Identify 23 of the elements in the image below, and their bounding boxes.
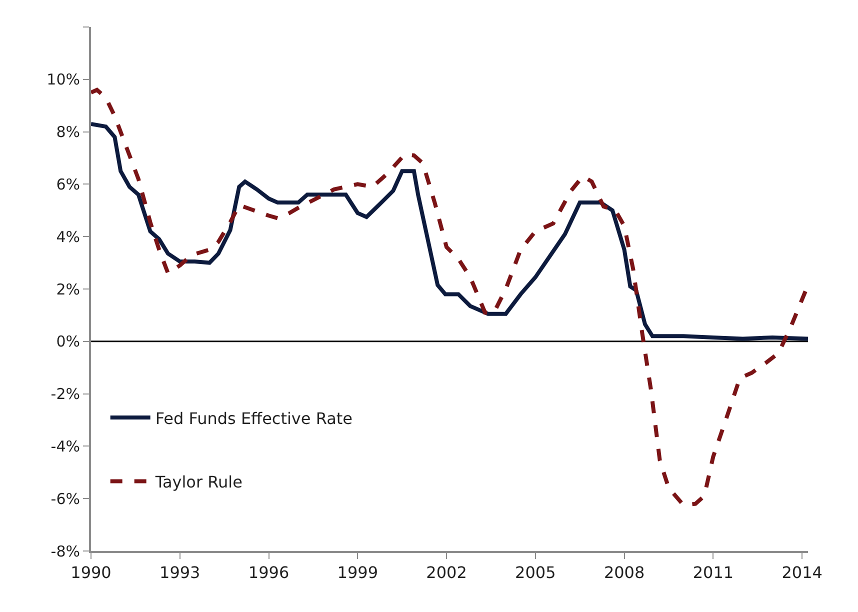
legend-label: Fed Funds Effective Rate: [155, 408, 353, 428]
y-tick-label: 8%: [56, 123, 80, 142]
y-tick-label: 10%: [46, 70, 80, 89]
y-tick-label: 4%: [56, 228, 80, 246]
x-tick-label: 2002: [426, 563, 467, 582]
y-tick-label: 6%: [56, 175, 80, 194]
x-tick-label: 1996: [248, 563, 290, 582]
y-tick-label: -8%: [50, 542, 80, 560]
legend-label: Taylor Rule: [154, 472, 242, 492]
y-tick-label: 0%: [56, 332, 80, 351]
y-tick-label: 2%: [56, 280, 80, 298]
line-series: [91, 122, 808, 341]
x-tick-label: 2005: [515, 563, 556, 582]
line-series: [91, 88, 808, 508]
x-tick-label: 2008: [604, 563, 645, 582]
x-tick-label: 2014: [782, 563, 822, 582]
y-tick-label: -4%: [50, 437, 80, 456]
x-tick-label: 2011: [692, 563, 734, 582]
x-tick-label: 1990: [70, 563, 112, 582]
y-tick-label: -6%: [50, 490, 80, 508]
y-tick-label: -2%: [50, 385, 80, 404]
x-tick-label: 1993: [160, 563, 200, 582]
x-tick-label: 1999: [337, 563, 378, 582]
